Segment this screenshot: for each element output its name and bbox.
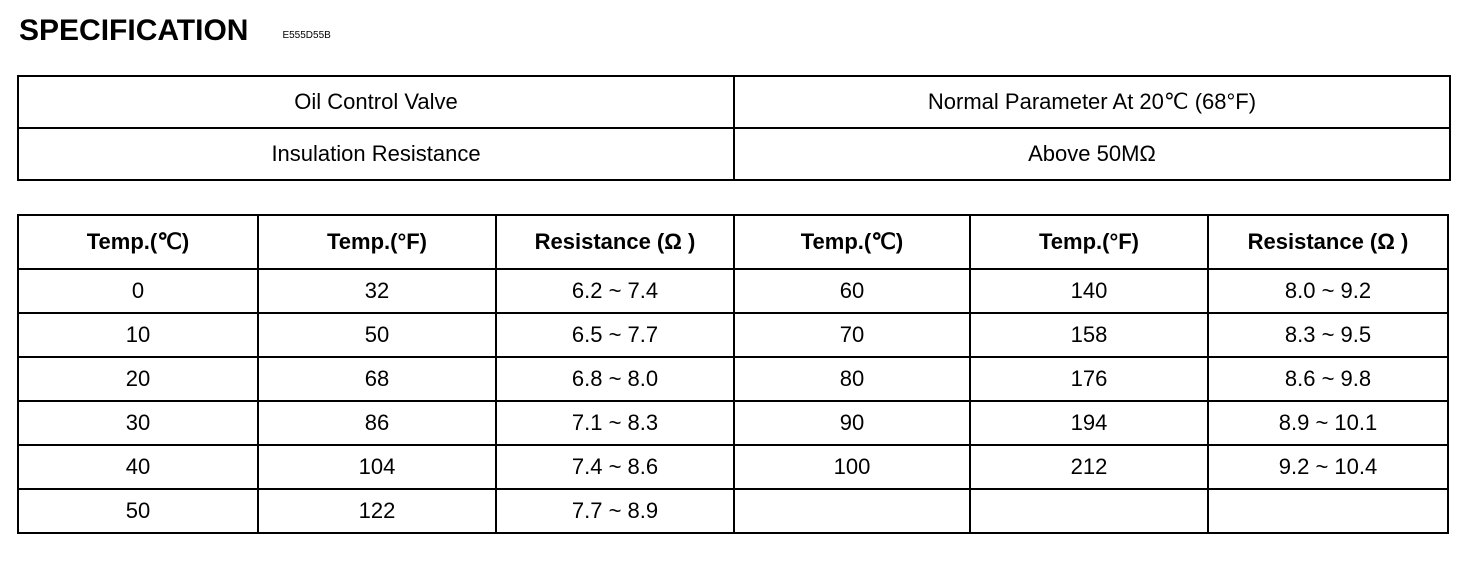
table-cell [733, 488, 971, 534]
table-row: 30 86 7.1 ~ 8.3 90 194 8.9 ~ 10.1 [17, 400, 1449, 446]
resistance-data-table: Temp.(℃) Temp.(°F) Resistance (Ω ) Temp.… [17, 214, 1449, 534]
table-cell: 7.7 ~ 8.9 [495, 488, 735, 534]
table-header-row: Temp.(℃) Temp.(°F) Resistance (Ω ) Temp.… [17, 214, 1449, 270]
table-cell: 50 [17, 488, 259, 534]
table-cell: 30 [17, 400, 259, 446]
table-cell: 90 [733, 400, 971, 446]
table-cell: 86 [257, 400, 497, 446]
column-header: Temp.(°F) [257, 214, 497, 270]
column-header: Temp.(℃) [17, 214, 259, 270]
table-row: 0 32 6.2 ~ 7.4 60 140 8.0 ~ 9.2 [17, 268, 1449, 314]
table-cell: Oil Control Valve [17, 75, 735, 129]
title-row: SPECIFICATION E555D55B [19, 14, 331, 54]
table-cell: 176 [969, 356, 1209, 402]
table-cell: 6.8 ~ 8.0 [495, 356, 735, 402]
table-cell: Normal Parameter At 20℃ (68°F) [733, 75, 1451, 129]
table-cell [969, 488, 1209, 534]
document-code: E555D55B [282, 30, 331, 41]
table-cell: 8.6 ~ 9.8 [1207, 356, 1449, 402]
table-cell: 8.9 ~ 10.1 [1207, 400, 1449, 446]
table-row: 10 50 6.5 ~ 7.7 70 158 8.3 ~ 9.5 [17, 312, 1449, 358]
table-row: 40 104 7.4 ~ 8.6 100 212 9.2 ~ 10.4 [17, 444, 1449, 490]
table-cell: 32 [257, 268, 497, 314]
table-row: Insulation Resistance Above 50MΩ [17, 127, 1451, 181]
table-cell: 6.5 ~ 7.7 [495, 312, 735, 358]
table-cell: 6.2 ~ 7.4 [495, 268, 735, 314]
table-cell [1207, 488, 1449, 534]
table-cell: 140 [969, 268, 1209, 314]
table-cell: 40 [17, 444, 259, 490]
table-cell: 50 [257, 312, 497, 358]
table-row: 20 68 6.8 ~ 8.0 80 176 8.6 ~ 9.8 [17, 356, 1449, 402]
column-header: Temp.(°F) [969, 214, 1209, 270]
column-header: Resistance (Ω ) [495, 214, 735, 270]
table-cell: 8.0 ~ 9.2 [1207, 268, 1449, 314]
table-cell: 100 [733, 444, 971, 490]
table-cell: 80 [733, 356, 971, 402]
table-cell: 0 [17, 268, 259, 314]
table-cell: 194 [969, 400, 1209, 446]
table-cell: Above 50MΩ [733, 127, 1451, 181]
page-title: SPECIFICATION [19, 14, 249, 47]
table-cell: Insulation Resistance [17, 127, 735, 181]
table-cell: 104 [257, 444, 497, 490]
table-cell: 68 [257, 356, 497, 402]
table-cell: 7.4 ~ 8.6 [495, 444, 735, 490]
specification-info-table: Oil Control Valve Normal Parameter At 20… [17, 75, 1451, 181]
table-cell: 70 [733, 312, 971, 358]
table-cell: 8.3 ~ 9.5 [1207, 312, 1449, 358]
table-cell: 9.2 ~ 10.4 [1207, 444, 1449, 490]
column-header: Resistance (Ω ) [1207, 214, 1449, 270]
table-cell: 10 [17, 312, 259, 358]
table-cell: 122 [257, 488, 497, 534]
column-header: Temp.(℃) [733, 214, 971, 270]
table-cell: 158 [969, 312, 1209, 358]
table-row: 50 122 7.7 ~ 8.9 [17, 488, 1449, 534]
table-row: Oil Control Valve Normal Parameter At 20… [17, 75, 1451, 129]
table-cell: 20 [17, 356, 259, 402]
table-cell: 60 [733, 268, 971, 314]
table-cell: 212 [969, 444, 1209, 490]
table-cell: 7.1 ~ 8.3 [495, 400, 735, 446]
